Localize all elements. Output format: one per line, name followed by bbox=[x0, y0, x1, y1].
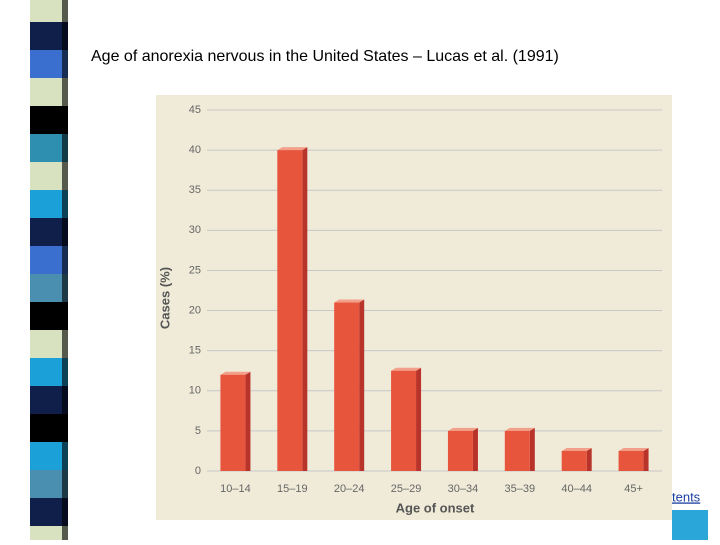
bar-side bbox=[529, 427, 535, 471]
stripe-square bbox=[30, 162, 68, 190]
stripe-square bbox=[30, 0, 68, 22]
bar-side bbox=[302, 147, 308, 471]
stripe-square bbox=[30, 134, 68, 162]
stripe-square bbox=[30, 274, 68, 302]
y-tick-label: 20 bbox=[189, 304, 201, 316]
y-tick-label: 5 bbox=[195, 425, 201, 437]
contents-link[interactable]: tents bbox=[672, 489, 701, 504]
bar-side bbox=[245, 371, 251, 471]
stripe-square bbox=[30, 302, 68, 330]
bar bbox=[334, 302, 360, 471]
stripe-square bbox=[30, 386, 68, 414]
corner-square bbox=[672, 510, 708, 540]
stripe-square bbox=[30, 106, 68, 134]
bar bbox=[277, 150, 303, 471]
bar-top bbox=[504, 427, 535, 431]
bar bbox=[561, 450, 587, 471]
stripe-square bbox=[30, 50, 68, 78]
bar-side bbox=[472, 427, 478, 471]
bar-top bbox=[447, 427, 478, 431]
stripe-square bbox=[30, 470, 68, 498]
bar-side bbox=[643, 447, 649, 471]
stripe-edge bbox=[62, 0, 68, 540]
stripe-square bbox=[30, 246, 68, 274]
decorative-stripe bbox=[30, 0, 68, 545]
x-tick-label: 10–14 bbox=[220, 483, 251, 495]
stripe-square bbox=[30, 442, 68, 470]
x-tick-label: 25–29 bbox=[391, 483, 422, 495]
stripe-square bbox=[30, 78, 68, 106]
bar-side bbox=[416, 367, 422, 471]
y-tick-label: 40 bbox=[189, 144, 201, 156]
x-tick-label: 30–34 bbox=[448, 483, 479, 495]
y-tick-label: 45 bbox=[189, 104, 201, 116]
bar-top bbox=[277, 147, 308, 151]
y-tick-label: 30 bbox=[189, 224, 201, 236]
y-tick-label: 10 bbox=[189, 385, 201, 397]
bar bbox=[504, 430, 530, 471]
bar-side bbox=[359, 299, 365, 471]
x-tick-label: 20–24 bbox=[334, 483, 365, 495]
y-tick-label: 25 bbox=[189, 264, 201, 276]
bar bbox=[391, 370, 417, 471]
y-axis-label: Cases (%) bbox=[157, 267, 172, 329]
stripe-square bbox=[30, 358, 68, 386]
y-tick-label: 0 bbox=[195, 465, 201, 477]
x-tick-label: 35–39 bbox=[505, 483, 536, 495]
stripe-square bbox=[30, 218, 68, 246]
bar-top bbox=[220, 371, 251, 375]
bar bbox=[618, 450, 644, 471]
x-tick-label: 15–19 bbox=[277, 483, 308, 495]
bar-top bbox=[334, 299, 365, 303]
bar bbox=[220, 374, 246, 471]
bar-side bbox=[586, 447, 592, 471]
stripe-square bbox=[30, 330, 68, 358]
stripe-square bbox=[30, 190, 68, 218]
stripe-square bbox=[30, 498, 68, 526]
bar bbox=[447, 430, 473, 471]
x-tick-label: 45+ bbox=[624, 483, 643, 495]
stripe-square bbox=[30, 414, 68, 442]
y-tick-label: 15 bbox=[189, 345, 201, 357]
y-tick-label: 35 bbox=[189, 184, 201, 196]
slide-title: Age of anorexia nervous in the United St… bbox=[91, 48, 559, 65]
bar-top bbox=[618, 447, 649, 451]
x-tick-label: 40–44 bbox=[561, 483, 592, 495]
bar-top bbox=[561, 447, 592, 451]
bar-top bbox=[391, 367, 422, 371]
x-axis-label: Age of onset bbox=[396, 500, 475, 515]
stripe-square bbox=[30, 22, 68, 50]
